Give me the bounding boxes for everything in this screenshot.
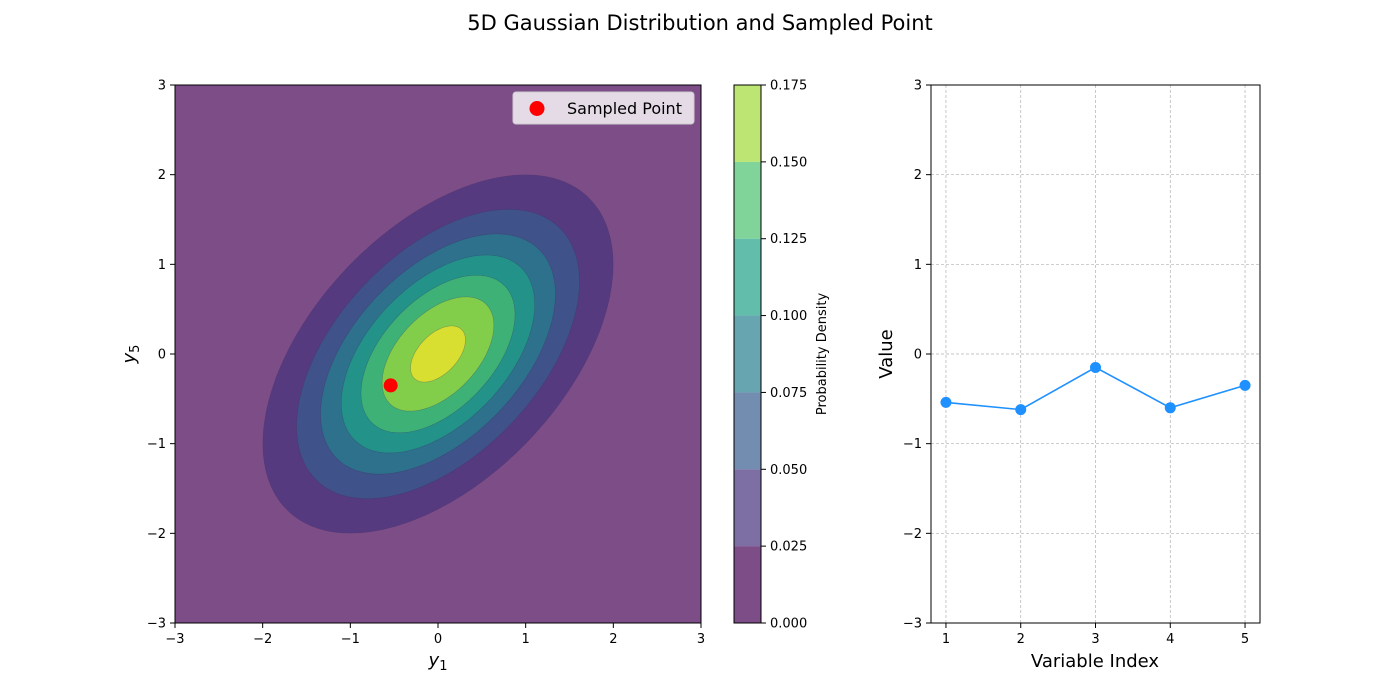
colorbar-frame xyxy=(733,84,762,624)
line-x-tick-label: 2 xyxy=(1017,632,1025,647)
colorbar-bands xyxy=(734,85,761,623)
colorbar-tick-label: 0.175 xyxy=(770,79,807,94)
colorbar-tick-label: 0.075 xyxy=(770,386,807,401)
line-x-tick-label: 5 xyxy=(1241,632,1249,647)
figure-title: 5D Gaussian Distribution and Sampled Poi… xyxy=(467,11,933,35)
line-y-tick-label: −3 xyxy=(903,617,922,632)
contour-x-tick-label: 0 xyxy=(434,632,442,647)
contour-y-tick-label: −2 xyxy=(147,527,166,542)
contour-y-tick-label: −3 xyxy=(147,617,166,632)
line-x-ticks: 1 2 3 4 5 xyxy=(942,623,1249,647)
colorbar-tick-label: 0.125 xyxy=(770,232,807,247)
contour-y-ticks: −3 −2 −1 0 1 2 3 xyxy=(147,79,175,632)
contour-y-tick-label: −1 xyxy=(147,437,166,452)
colorbar-ticks: 0.000 0.025 0.050 0.075 0.100 0.125 0.150 0.175 xyxy=(761,79,807,632)
line-x-tick-label: 1 xyxy=(942,632,950,647)
colorbar-band-4 xyxy=(734,238,761,316)
colorbar-band-3 xyxy=(734,315,761,393)
contour-x-tick-label: −1 xyxy=(341,632,360,647)
line-y-tick-label: 3 xyxy=(914,79,922,94)
contour-y-tick-label: 0 xyxy=(158,348,166,363)
legend: Sampled Point xyxy=(512,91,695,125)
colorbar-band-2 xyxy=(734,392,761,470)
contour-y-axis-label: y5 xyxy=(119,345,143,365)
line-x-axis-label: Variable Index xyxy=(1031,651,1160,672)
line-panel: 1 2 3 4 5 −3 −2 −1 0 1 2 3 Variable Index Value xyxy=(876,79,1261,672)
contour-y-tick-label: 2 xyxy=(158,168,166,183)
colorbar-tick-label: 0.050 xyxy=(770,463,807,478)
colorbar-band-1 xyxy=(734,469,761,547)
legend-box xyxy=(512,91,695,125)
contour-x-tick-label: 1 xyxy=(522,632,530,647)
line-y-axis-label: Value xyxy=(876,329,897,378)
contour-y-tick-label: 3 xyxy=(158,79,166,94)
colorbar-tick-label: 0.100 xyxy=(770,309,807,324)
line-x-tick-label: 4 xyxy=(1166,632,1174,647)
colorbar-tick-label: 0.150 xyxy=(770,155,807,170)
line-y-tick-label: 1 xyxy=(914,258,922,273)
contour-fills xyxy=(175,85,701,623)
colorbar-band-6 xyxy=(734,85,761,162)
colorbar-label: Probability Density xyxy=(815,293,830,416)
contour-band-7 xyxy=(410,325,466,383)
series-point xyxy=(1239,379,1251,391)
contour-x-tick-label: −2 xyxy=(253,632,272,647)
line-y-tick-label: −2 xyxy=(903,527,922,542)
series-point xyxy=(1015,404,1027,416)
sampled-point xyxy=(383,378,398,393)
sampled-point-layer xyxy=(383,378,398,393)
line-y-ticks: −3 −2 −1 0 1 2 3 xyxy=(903,79,931,632)
contour-y-tick-label: 1 xyxy=(158,258,166,273)
colorbar-tick-label: 0.025 xyxy=(770,540,807,555)
line-x-tick-label: 3 xyxy=(1091,632,1099,647)
series-markers xyxy=(940,361,1251,416)
contour-x-ticks: −3 −2 −1 0 1 2 3 xyxy=(165,623,705,647)
contour-x-tick-label: 2 xyxy=(609,632,617,647)
colorbar: 0.000 0.025 0.050 0.075 0.100 0.125 0.150 0.175… xyxy=(733,79,830,632)
colorbar-band-5 xyxy=(734,161,761,239)
colorbar-tick-label: 0.000 xyxy=(770,617,807,632)
contour-x-axis-label: y1 xyxy=(428,650,448,674)
line-y-tick-label: 2 xyxy=(914,168,922,183)
line-y-tick-label: 0 xyxy=(914,348,922,363)
series-point xyxy=(1164,402,1176,414)
line-grid xyxy=(931,84,1260,624)
series-point xyxy=(1090,361,1101,373)
series-point xyxy=(940,396,952,408)
legend-label: Sampled Point xyxy=(567,99,682,118)
contour-x-tick-label: −3 xyxy=(165,632,184,647)
series-line xyxy=(945,366,1246,411)
contour-x-tick-label: 3 xyxy=(697,632,705,647)
colorbar-band-0 xyxy=(734,546,761,623)
line-y-tick-label: −1 xyxy=(903,437,922,452)
legend-marker xyxy=(529,101,545,116)
contour-panel: −3 −2 −1 0 1 2 3 −3 −2 −1 0 1 2 3 y1 y5 Sampled Poin… xyxy=(119,79,705,675)
